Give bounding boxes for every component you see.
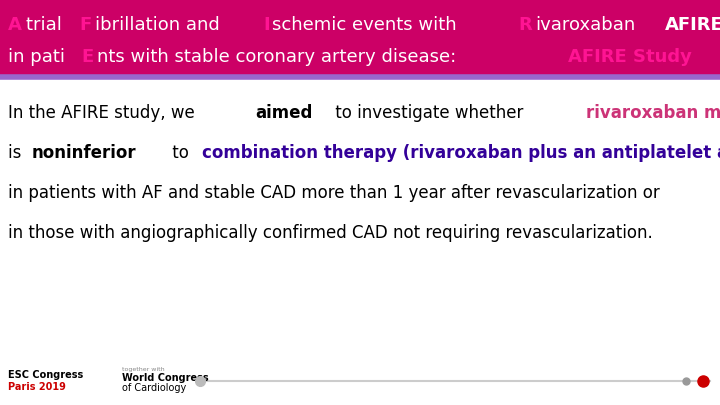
Text: aimed: aimed xyxy=(256,104,313,122)
Text: noninferior: noninferior xyxy=(32,144,137,162)
Text: World Congress: World Congress xyxy=(122,373,209,383)
Text: A: A xyxy=(8,16,22,34)
Text: ibrillation and: ibrillation and xyxy=(96,16,226,34)
Text: trial: trial xyxy=(26,16,68,34)
Text: to investigate whether: to investigate whether xyxy=(330,104,528,122)
Text: of Cardiology: of Cardiology xyxy=(122,383,186,393)
Text: F: F xyxy=(80,16,92,34)
Text: in pati: in pati xyxy=(8,48,65,66)
Text: Paris 2019: Paris 2019 xyxy=(8,382,66,392)
Text: to: to xyxy=(167,144,194,162)
Text: schemic events with: schemic events with xyxy=(272,16,463,34)
Text: rivaroxaban monotherapy: rivaroxaban monotherapy xyxy=(586,104,720,122)
Text: In the AFIRE study, we: In the AFIRE study, we xyxy=(8,104,200,122)
Text: ESC Congress: ESC Congress xyxy=(8,370,84,380)
Text: I: I xyxy=(264,16,271,34)
Text: nts with stable coronary artery disease:: nts with stable coronary artery disease: xyxy=(97,48,462,66)
Bar xyxy=(0,0,720,75)
Text: together with: together with xyxy=(122,367,165,371)
Text: ivaroxaban: ivaroxaban xyxy=(536,16,636,34)
Text: E: E xyxy=(81,48,94,66)
Text: AFIRE: AFIRE xyxy=(665,16,720,34)
Text: R: R xyxy=(518,16,532,34)
Text: in patients with AF and stable CAD more than 1 year after revascularization or: in patients with AF and stable CAD more … xyxy=(8,184,660,202)
Text: in those with angiographically confirmed CAD not requiring revascularization.: in those with angiographically confirmed… xyxy=(8,224,653,242)
Text: is: is xyxy=(8,144,27,162)
Text: combination therapy (rivaroxaban plus an antiplatelet agent): combination therapy (rivaroxaban plus an… xyxy=(202,144,720,162)
Text: AFIRE Study: AFIRE Study xyxy=(568,48,692,66)
